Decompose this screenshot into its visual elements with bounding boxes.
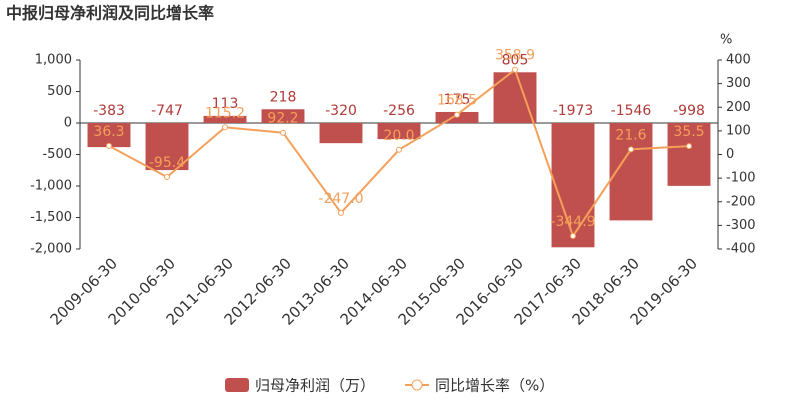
y2-tick-label: -200 xyxy=(726,194,756,209)
bar-value-label: 218 xyxy=(270,89,297,105)
y-tick-label: 0 xyxy=(64,116,72,131)
line-point xyxy=(106,142,112,149)
line-value-label: 115.2 xyxy=(205,105,245,121)
bar-value-label: 175 xyxy=(444,92,471,108)
line-value-label: 92.2 xyxy=(267,111,298,127)
line-value-label: 20.0 xyxy=(383,128,414,144)
bar-value-label: 113 xyxy=(212,96,239,112)
y2-tick-label: -300 xyxy=(726,218,756,233)
line-point xyxy=(280,129,286,136)
y2-tick-label: 300 xyxy=(726,76,751,91)
legend-swatch xyxy=(225,378,249,392)
line-value-label: 168.5 xyxy=(437,93,477,109)
bar-value-label: -383 xyxy=(93,103,125,119)
y-tick-label: -1,500 xyxy=(30,210,72,225)
y-tick-label: -1,000 xyxy=(30,179,72,194)
line-point xyxy=(512,66,518,73)
y-tick-label: -500 xyxy=(42,147,72,162)
bar-value-label: -747 xyxy=(151,103,183,119)
bar-value-label: -1973 xyxy=(553,103,594,119)
chart-title: 中报归母净利润及同比增长率 xyxy=(6,4,214,23)
y-tick-label: 500 xyxy=(47,84,72,99)
y2-tick-label: 0 xyxy=(726,147,734,162)
bar xyxy=(145,123,189,171)
bar-value-label: -1546 xyxy=(611,103,652,119)
line-point xyxy=(686,143,692,150)
legend-swatch xyxy=(411,379,423,391)
line-point xyxy=(628,146,634,153)
bar-value-label: -998 xyxy=(673,103,705,119)
line-value-label: 36.3 xyxy=(93,124,124,140)
y2-tick-label: 100 xyxy=(726,123,751,138)
y2-tick-label: -400 xyxy=(726,242,756,257)
bar xyxy=(203,115,247,123)
bar xyxy=(551,123,595,248)
line-value-label: -247.0 xyxy=(318,191,363,207)
legend: 归母净利润（万） 同比增长率（%） xyxy=(225,377,554,395)
line-point xyxy=(396,146,402,153)
y2-unit: % xyxy=(720,33,732,48)
line-value-label: -344.9 xyxy=(550,214,595,230)
line-value-label: 21.6 xyxy=(615,127,646,143)
line-value-label: 35.5 xyxy=(673,124,704,140)
bar-value-label: 805 xyxy=(502,52,529,68)
bar xyxy=(377,123,421,140)
y-tick-label: 1,000 xyxy=(35,53,72,68)
y-tick-label: -2,000 xyxy=(30,242,72,257)
line-point xyxy=(338,209,344,216)
legend-label: 同比增长率（%） xyxy=(435,377,554,395)
y2-tick-label: 200 xyxy=(726,100,751,115)
line-point xyxy=(454,111,460,118)
y2-tick-label: 400 xyxy=(726,53,751,68)
bar-value-label: -256 xyxy=(383,103,415,119)
line-point xyxy=(164,174,170,181)
bar xyxy=(319,123,363,144)
line-value-label: -95.4 xyxy=(149,155,185,171)
y2-tick-label: -100 xyxy=(726,171,756,186)
line-point xyxy=(222,124,228,131)
bar xyxy=(667,123,711,186)
legend-label: 归母净利润（万） xyxy=(255,377,375,395)
line-point xyxy=(570,232,576,239)
line-value-label: 358.9 xyxy=(495,48,535,64)
line xyxy=(108,68,690,239)
bar xyxy=(261,109,305,123)
bar-value-label: -320 xyxy=(325,103,357,119)
